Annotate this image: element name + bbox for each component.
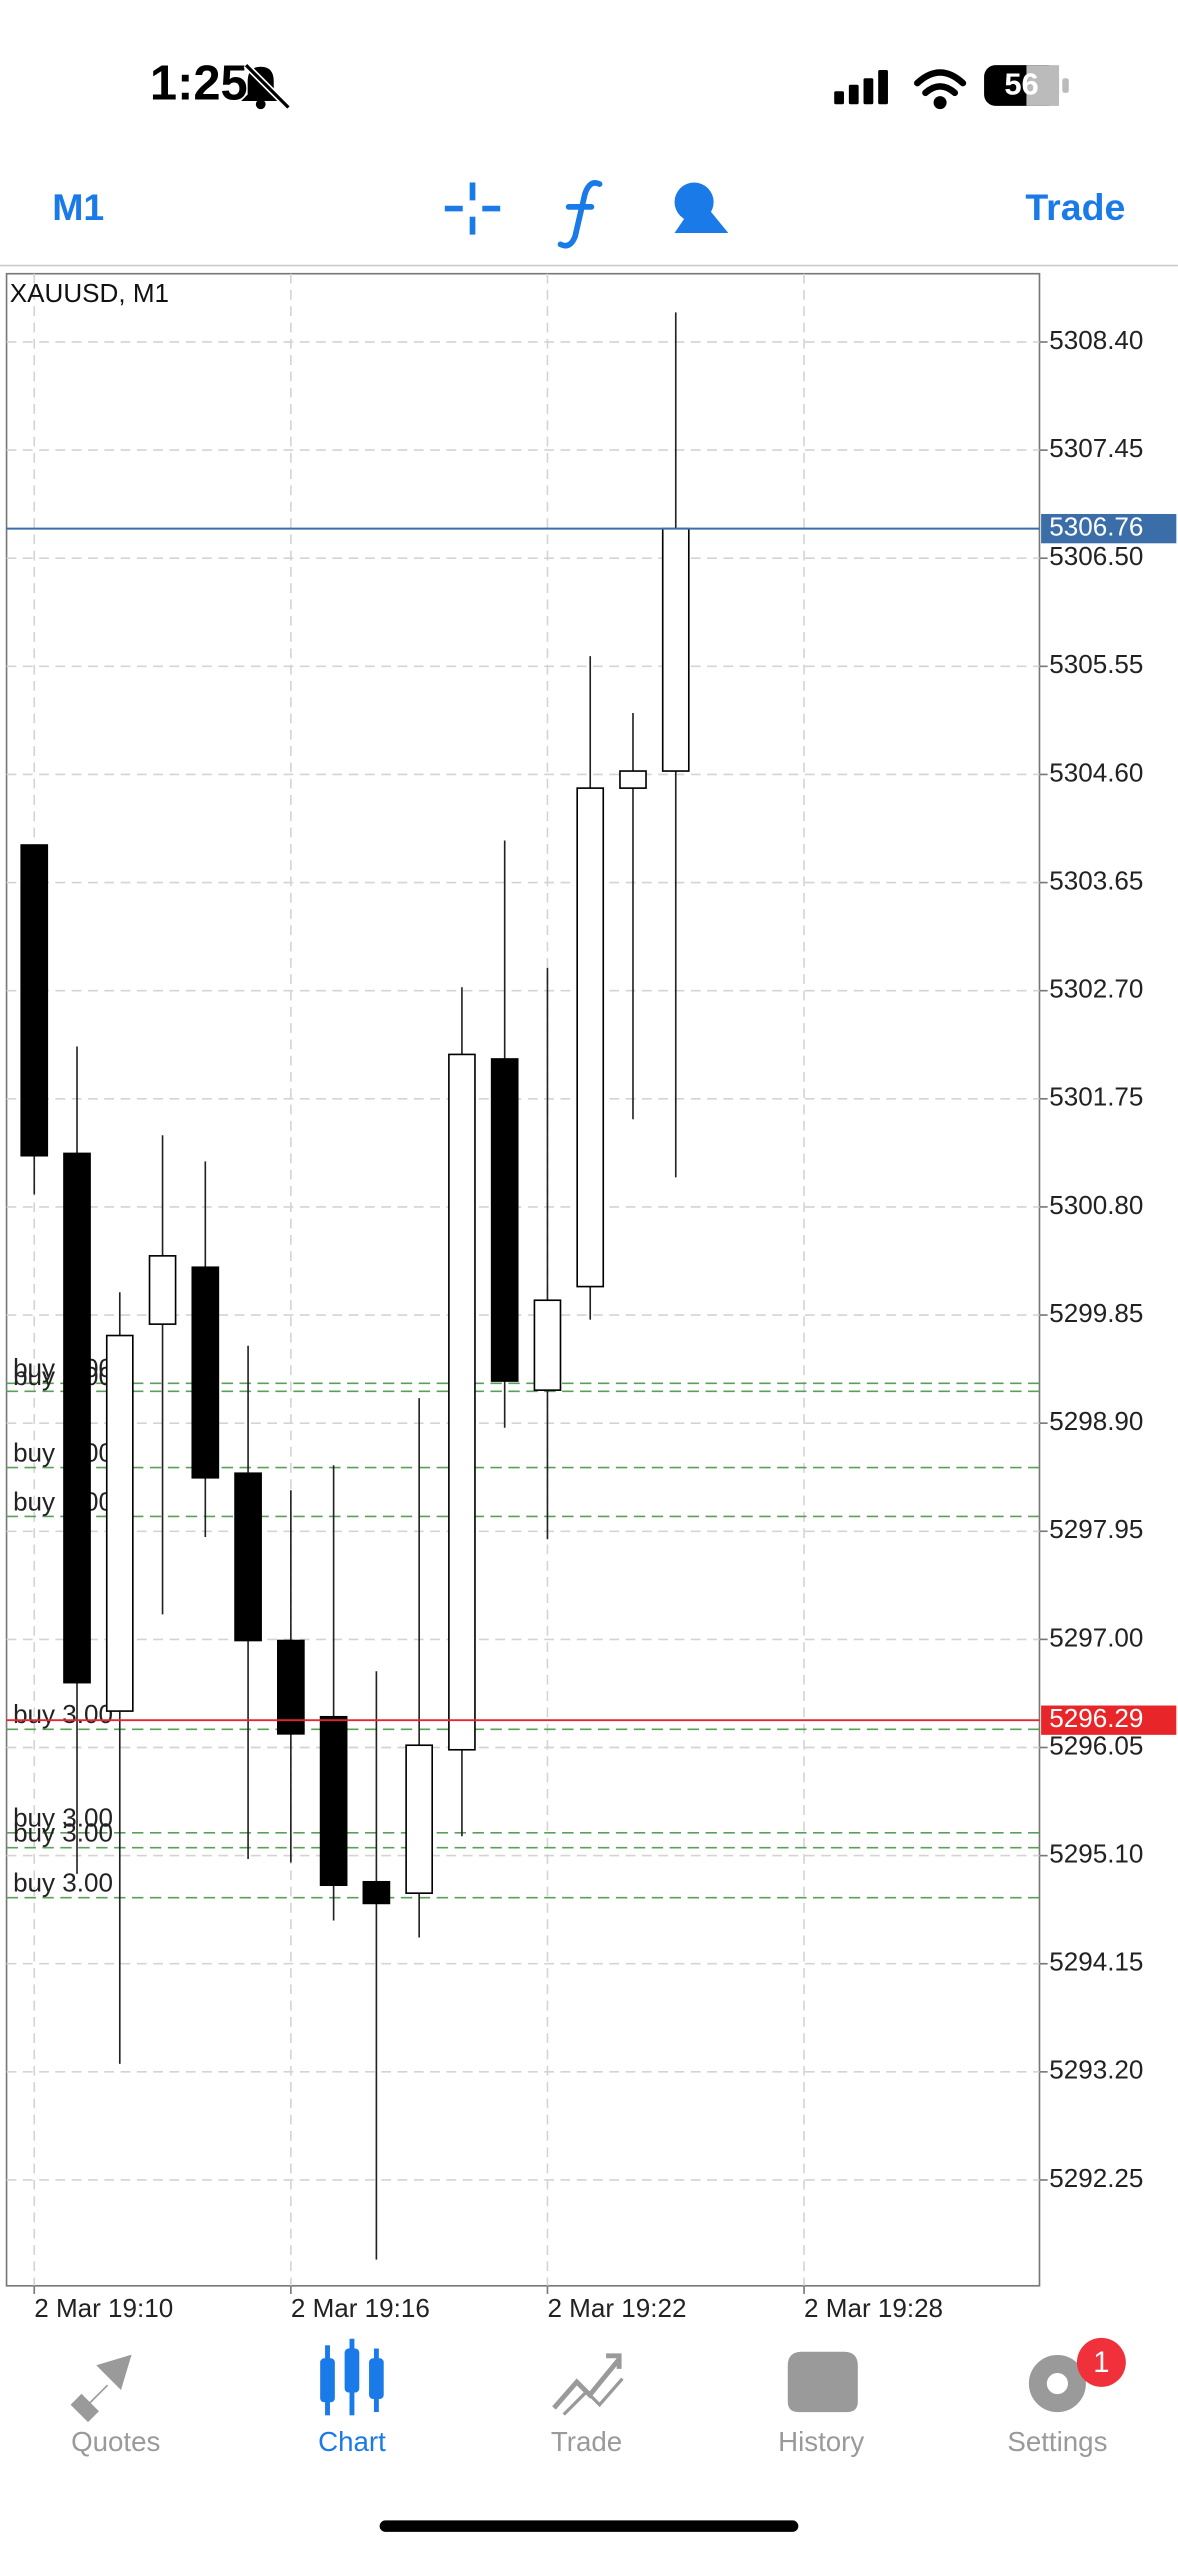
tab[interactable]: Quotes	[70, 2354, 160, 2457]
badge	[1076, 2337, 1126, 2387]
tab-bar: Quotes Chart Trade History Settings 1	[70, 2337, 1126, 2458]
tab[interactable]: History	[778, 2351, 864, 2458]
y-tick-label: 5302.70	[1049, 974, 1143, 1004]
status-time: 1:25	[150, 56, 248, 110]
price-tag	[1041, 513, 1177, 544]
y-tick-label: 5293.20	[1049, 2055, 1143, 2085]
order-label: buy 3.00	[13, 1868, 113, 1898]
trade-button[interactable]: Trade	[1025, 186, 1125, 228]
candle-body	[362, 1880, 391, 1905]
price-tag-label: 5306.76	[1049, 512, 1143, 542]
icon-part	[552, 2353, 622, 2410]
candle-body	[20, 844, 49, 1157]
order-label: buy 3.00	[13, 1437, 113, 1467]
battery-empty	[1026, 65, 1060, 106]
y-tick-label: 5308.40	[1049, 325, 1143, 355]
y-tick-label: 5306.50	[1049, 541, 1143, 571]
y-tick-label: 5307.45	[1049, 433, 1143, 463]
y-tick-label: 5294.15	[1049, 1947, 1143, 1977]
tab-icon	[1028, 2355, 1086, 2413]
candle-body	[191, 1266, 220, 1479]
candle-body	[319, 1715, 348, 1887]
y-tick-label: 5305.55	[1049, 649, 1143, 679]
home-indicator	[379, 2520, 799, 2532]
candle-body	[490, 1058, 519, 1382]
y-tick-label: 5297.95	[1049, 1514, 1143, 1544]
tab[interactable]: Trade	[551, 2353, 624, 2457]
wifi-icon	[914, 69, 967, 110]
y-tick-label: 5300.80	[1049, 1190, 1143, 1220]
candle-body	[234, 1472, 262, 1642]
x-tick-label: 2 Mar 19:28	[804, 2293, 943, 2323]
candle-body	[448, 1053, 476, 1751]
y-tick-label: 5299.85	[1049, 1298, 1143, 1328]
icon-part	[349, 2338, 355, 2416]
tab-icon	[70, 2354, 132, 2423]
candle-body	[576, 787, 605, 1288]
icon-part	[325, 2345, 330, 2416]
indicators-button[interactable]	[557, 180, 603, 249]
price-tag-label: 5296.29	[1049, 1703, 1143, 1733]
icon-part	[787, 2351, 858, 2413]
objects-button[interactable]	[674, 182, 729, 233]
tab-label: Quotes	[71, 2426, 160, 2457]
y-tick-label: 5296.05	[1049, 1730, 1143, 1760]
y-tick-label: 5304.60	[1049, 757, 1143, 787]
battery-tip	[1062, 78, 1069, 93]
order-label: buy 3.00	[13, 1361, 113, 1391]
icon-part	[562, 2377, 624, 2416]
chart-title: XAUUSD, M1	[10, 278, 169, 308]
candle-body	[105, 1334, 134, 1712]
tab-label: Trade	[551, 2426, 622, 2457]
badge-count: 1	[1093, 2346, 1109, 2379]
chart-area	[5, 272, 1041, 2287]
tab-icon	[552, 2353, 624, 2416]
order-label: buy 3.00	[13, 1699, 113, 1729]
order-label: buy 3.00	[13, 1353, 113, 1383]
x-tick-label: 2 Mar 19:22	[547, 2293, 686, 2323]
candle-body	[148, 1255, 177, 1325]
order-label: buy 3.00	[13, 1818, 113, 1848]
y-tick-label: 5301.75	[1049, 1082, 1143, 1112]
y-tick-label: 5298.90	[1049, 1406, 1143, 1436]
candle-body	[405, 1744, 434, 1894]
price-tag	[1041, 1705, 1177, 1735]
order-label: buy 3.00	[13, 1803, 113, 1833]
tab-label: Chart	[318, 2426, 386, 2457]
tab-icon	[320, 2338, 384, 2416]
tab-label: History	[778, 2426, 864, 2457]
tab-icon	[787, 2351, 858, 2413]
candle-body	[533, 1299, 562, 1391]
y-tick-label: 5303.65	[1049, 865, 1143, 895]
timeframe-button[interactable]: M1	[52, 186, 104, 228]
y-tick-label: 5292.25	[1049, 2163, 1143, 2193]
signal-icon	[834, 70, 888, 105]
tab[interactable]: Settings	[1007, 2355, 1107, 2457]
candle-body	[661, 527, 690, 772]
icon-part	[70, 2354, 132, 2423]
candle-body	[277, 1639, 305, 1735]
y-tick-label: 5297.00	[1049, 1622, 1143, 1652]
x-tick-label: 2 Mar 19:10	[34, 2293, 173, 2323]
y-tick-label: 5295.10	[1049, 1839, 1143, 1869]
crosshair-button[interactable]	[444, 182, 501, 235]
tab-label: Settings	[1007, 2426, 1107, 2457]
x-tick-label: 2 Mar 19:16	[291, 2293, 430, 2323]
candle-body	[619, 770, 647, 789]
tab[interactable]: Chart	[318, 2338, 386, 2458]
order-label: buy 3.00	[13, 1486, 113, 1516]
mute-icon	[241, 62, 291, 110]
candle-body	[63, 1152, 91, 1684]
icon-part	[1045, 2371, 1070, 2396]
icon-part	[373, 2348, 379, 2413]
battery-level: 56	[1004, 67, 1038, 102]
